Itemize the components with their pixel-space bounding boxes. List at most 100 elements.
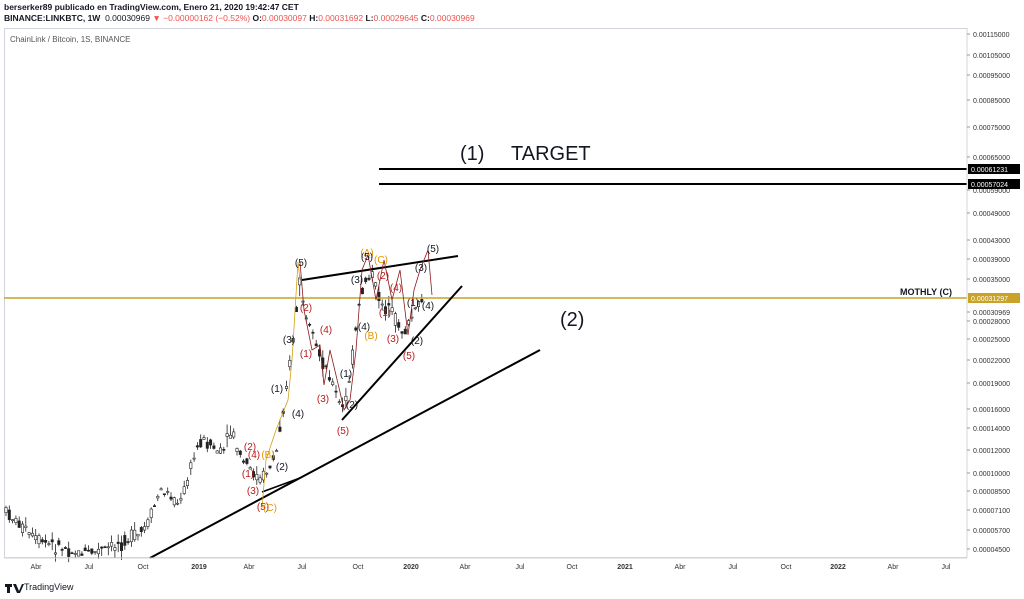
candle-body xyxy=(189,462,193,469)
candle-body xyxy=(57,540,61,545)
candle-body xyxy=(334,390,338,393)
time-tick-label: Abr xyxy=(675,564,687,571)
time-tick-label: 2020 xyxy=(403,564,419,571)
price-badge-label: 0.00031297 xyxy=(971,296,1008,303)
candle-body xyxy=(390,307,394,312)
candle-body xyxy=(166,491,170,493)
candle-body xyxy=(20,523,24,533)
candle-body xyxy=(242,460,246,463)
candle-body xyxy=(304,317,308,320)
candle-body xyxy=(400,331,404,334)
candle-body xyxy=(215,450,219,454)
price-badge-label: 0.00057024 xyxy=(971,182,1008,189)
wave-label: (2) xyxy=(346,400,358,411)
candle-body xyxy=(225,433,229,437)
price-tick-label: 0.00028000 xyxy=(973,319,1010,326)
candle-body xyxy=(116,541,120,544)
candle-body xyxy=(159,488,163,491)
candle-body xyxy=(383,306,387,315)
candle-body xyxy=(367,277,371,280)
price-tick-label: 0.00014000 xyxy=(973,426,1010,433)
price-tick-label: 0.00085000 xyxy=(973,98,1010,105)
candle-body xyxy=(265,472,269,475)
candle-body xyxy=(182,486,186,494)
candle-body xyxy=(146,519,150,527)
time-tick-label: 2022 xyxy=(830,564,846,571)
wave-label: (3) xyxy=(317,394,329,405)
wave-label: (1) xyxy=(340,369,352,380)
candle-body xyxy=(344,395,348,401)
candle-body xyxy=(7,509,11,520)
candle-body xyxy=(14,518,18,523)
price-tick-label: 0.00030969 xyxy=(973,310,1010,317)
candle-body xyxy=(123,535,127,546)
candle-body xyxy=(83,547,87,551)
candle-body xyxy=(248,467,252,470)
symbol-timeframe: BINANCE:LINKBTC, 1W xyxy=(4,13,101,23)
tradingview-logo-icon xyxy=(5,584,24,593)
candle-body xyxy=(195,445,199,448)
wave-label: (2) xyxy=(244,442,256,453)
price-tick-label: 0.00012000 xyxy=(973,448,1010,455)
target-wave-number: (1) xyxy=(460,143,484,165)
candle-body xyxy=(413,307,417,310)
price-tick-label: 0.00059000 xyxy=(973,188,1010,195)
price-tick-label: 0.00019000 xyxy=(973,381,1010,388)
time-tick-label: Oct xyxy=(353,564,364,571)
candle-body xyxy=(314,343,318,347)
price-tick-label: 0.00025000 xyxy=(973,337,1010,344)
candle-body xyxy=(63,547,67,549)
candle-body xyxy=(238,450,242,455)
price-tick-label: 0.00035000 xyxy=(973,277,1010,284)
candle-body xyxy=(4,507,8,514)
candle-body xyxy=(235,448,239,452)
wave-label: (2) xyxy=(300,303,312,314)
time-tick-label: Jul xyxy=(298,564,307,571)
price-badge xyxy=(968,164,1020,174)
wave-label: (4) xyxy=(422,301,434,312)
long-trendline xyxy=(149,349,541,559)
candle-body xyxy=(275,450,279,452)
candle-body xyxy=(258,477,262,483)
wave-label: (5) xyxy=(361,252,373,263)
price-tick-label: 0.00115000 xyxy=(973,32,1010,39)
price-tick-label: 0.00016000 xyxy=(973,407,1010,414)
candle-body xyxy=(199,439,203,448)
candle-body xyxy=(347,381,351,383)
wave-label: (1) xyxy=(271,384,283,395)
price-badge xyxy=(968,179,1020,189)
candle-body xyxy=(100,546,104,549)
candle-body xyxy=(350,349,354,365)
candle-body xyxy=(73,553,77,555)
candle-body xyxy=(209,439,213,446)
candle-body xyxy=(103,546,107,549)
candle-body xyxy=(90,548,94,554)
candle-body xyxy=(284,386,288,389)
ohlc-bar: BINANCE:LINKBTC, 1W 0.00030969 ▼ −0.0000… xyxy=(4,13,475,23)
candle-body xyxy=(311,331,315,334)
wave-label: (5) xyxy=(337,426,349,437)
candle-body xyxy=(129,529,133,543)
candle-body xyxy=(153,505,157,507)
short-trendline xyxy=(261,477,301,493)
candle-body xyxy=(252,471,256,478)
candle-body xyxy=(60,549,64,551)
wave-label: (1) xyxy=(242,469,254,480)
target-label: TARGET xyxy=(511,143,591,165)
wedge-lower-line xyxy=(341,285,463,421)
candle-body xyxy=(67,548,71,557)
candle-body xyxy=(360,287,364,295)
wave-label: (4) xyxy=(390,283,402,294)
time-tick-label: Jul xyxy=(516,564,525,571)
wave-label: (1) xyxy=(379,308,391,319)
candle-body xyxy=(278,426,282,432)
candle-body xyxy=(133,529,137,541)
price-tick-label: 0.00075000 xyxy=(973,125,1010,132)
candle-body xyxy=(245,458,249,464)
wave-label: (5) xyxy=(295,258,307,269)
time-tick-label: 2021 xyxy=(617,564,633,571)
candle-body xyxy=(308,323,312,326)
price-tick-label: 0.00095000 xyxy=(973,73,1010,80)
wave-path-red xyxy=(299,249,433,412)
